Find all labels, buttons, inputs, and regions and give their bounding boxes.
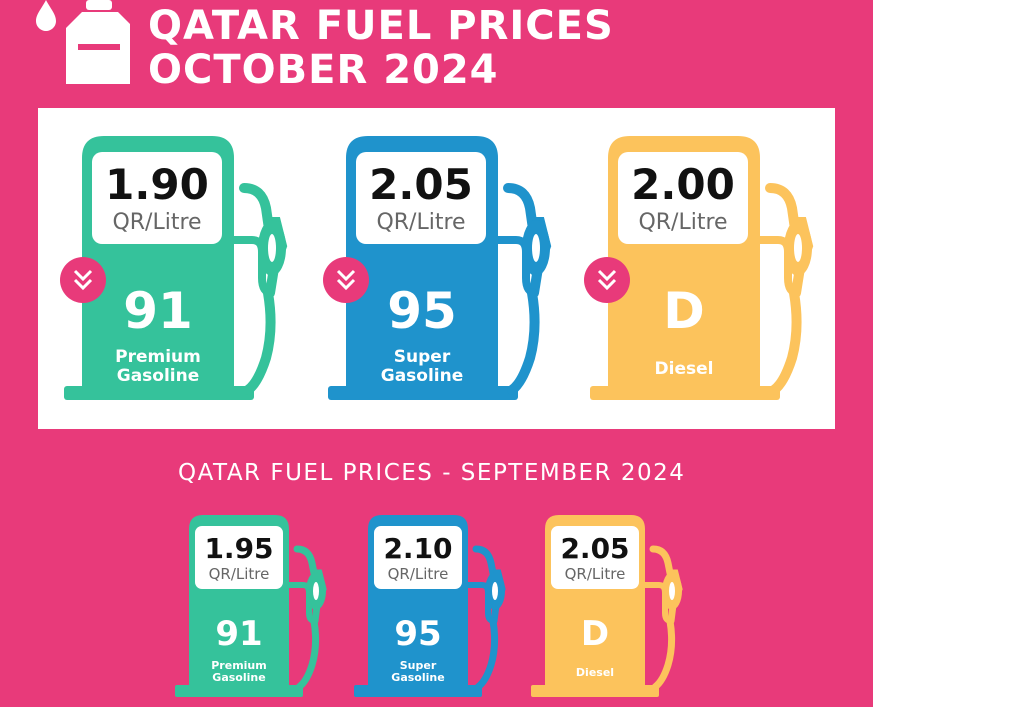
price-unit: QR/Litre	[564, 565, 626, 583]
september-pump-super: 2.10 QR/Litre 95 Super Gasoline	[354, 509, 514, 699]
price-unit: QR/Litre	[638, 210, 728, 235]
price-unit: QR/Litre	[112, 210, 202, 235]
october-pump-super: 2.05 QR/Litre 95 Super Gasoline	[326, 128, 564, 404]
infographic-panel: QATAR FUEL PRICES OCTOBER 2024 1.90 QR/L…	[0, 0, 873, 707]
october-pump-diesel: 2.00 QR/Litre D Diesel	[588, 128, 826, 404]
price-value: 2.05	[560, 532, 630, 565]
grade-desc-line1: Super	[393, 347, 451, 367]
grade-description: Premium Gasoline	[82, 348, 234, 385]
october-pump-premium: 1.90 QR/Litre 91 Premium Gasoline	[62, 128, 300, 404]
september-heading: QATAR FUEL PRICES - SEPTEMBER 2024	[178, 460, 686, 486]
double-chevron-down-icon	[336, 269, 356, 291]
grade-number: 91	[123, 282, 193, 340]
price-screen: 2.05 QR/Litre	[551, 526, 639, 589]
grade-desc-line1: Premium	[115, 347, 201, 367]
price-decrease-badge	[584, 257, 630, 303]
price-screen: 2.05 QR/Litre	[356, 152, 486, 244]
grade-number: D	[580, 614, 610, 654]
page-title-line1: QATAR FUEL PRICES	[148, 3, 614, 49]
grade-description: Super Gasoline	[346, 348, 498, 385]
grade-desc-line1: Super	[399, 659, 437, 672]
price-value: 1.90	[105, 160, 209, 209]
price-value: 1.95	[204, 532, 274, 565]
grade-number: D	[663, 282, 705, 340]
price-decrease-badge	[323, 257, 369, 303]
grade-desc-line2: Gasoline	[212, 671, 266, 685]
price-screen: 1.90 QR/Litre	[92, 152, 222, 244]
september-pump-diesel: 2.05 QR/Litre D Diesel	[531, 509, 691, 699]
price-decrease-badge	[60, 257, 106, 303]
price-value: 2.00	[631, 160, 735, 209]
price-unit: QR/Litre	[208, 565, 270, 583]
grade-number: 95	[387, 282, 457, 340]
grade-number: 91	[215, 614, 263, 654]
fuel-can-icon	[36, 0, 130, 84]
price-unit: QR/Litre	[387, 565, 449, 583]
grade-desc-line2: Gasoline	[391, 671, 445, 685]
september-pump-premium: 1.95 QR/Litre 91 Premium Gasoline	[175, 509, 335, 699]
price-screen: 1.95 QR/Litre	[195, 526, 283, 589]
grade-description: Diesel	[608, 360, 760, 379]
price-unit: QR/Litre	[376, 210, 466, 235]
grade-desc-line2: Gasoline	[380, 365, 464, 386]
price-value: 2.05	[369, 160, 473, 209]
grade-desc-line1: Diesel	[654, 359, 714, 379]
price-screen: 2.10 QR/Litre	[374, 526, 462, 589]
page-title-line2: OCTOBER 2024	[148, 47, 499, 93]
double-chevron-down-icon	[73, 269, 93, 291]
grade-desc-line1: Premium	[211, 659, 267, 672]
price-value: 2.10	[383, 532, 453, 565]
grade-description: Premium Gasoline	[189, 659, 289, 685]
grade-description: Super Gasoline	[368, 659, 468, 685]
grade-desc-line1: Diesel	[575, 666, 615, 679]
price-screen: 2.00 QR/Litre	[618, 152, 748, 244]
grade-desc-line2: Gasoline	[116, 365, 200, 386]
double-chevron-down-icon	[597, 269, 617, 291]
grade-description: Diesel	[545, 666, 645, 679]
grade-number: 95	[394, 614, 442, 654]
